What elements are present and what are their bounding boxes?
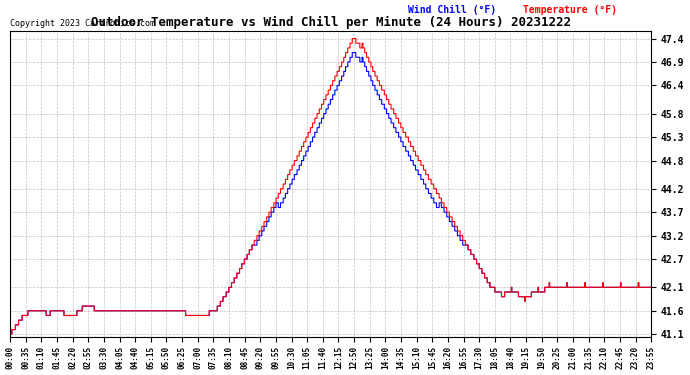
Temperature (°F) [220, 294, 228, 299]
Wind Chill (°F) [148, 309, 157, 313]
Wind Chill (°F) [431, 201, 440, 205]
Wind Chill (°F) [6, 332, 14, 336]
Temperature (°F) [348, 36, 357, 41]
Wind Chill (°F) [133, 309, 141, 313]
Temperature (°F) [6, 332, 14, 336]
Temperature (°F) [647, 285, 655, 290]
Temperature (°F) [133, 309, 141, 313]
Wind Chill (°F) [515, 294, 523, 299]
Temperature (°F) [148, 309, 157, 313]
Temperature (°F) [571, 285, 580, 290]
Temperature (°F) [431, 186, 440, 191]
Temperature (°F) [515, 294, 523, 299]
Wind Chill (°F) [647, 285, 655, 290]
Title: Outdoor Temperature vs Wind Chill per Minute (24 Hours) 20231222: Outdoor Temperature vs Wind Chill per Mi… [90, 16, 571, 29]
Line: Wind Chill (°F): Wind Chill (°F) [10, 53, 651, 334]
Wind Chill (°F) [220, 294, 228, 299]
Text: Temperature (°F): Temperature (°F) [523, 4, 617, 15]
Wind Chill (°F) [571, 285, 580, 290]
Wind Chill (°F) [348, 50, 357, 55]
Text: Wind Chill (°F): Wind Chill (°F) [408, 4, 495, 15]
Text: Copyright 2023 Cartronics.com: Copyright 2023 Cartronics.com [10, 20, 155, 28]
Line: Temperature (°F): Temperature (°F) [10, 39, 651, 334]
